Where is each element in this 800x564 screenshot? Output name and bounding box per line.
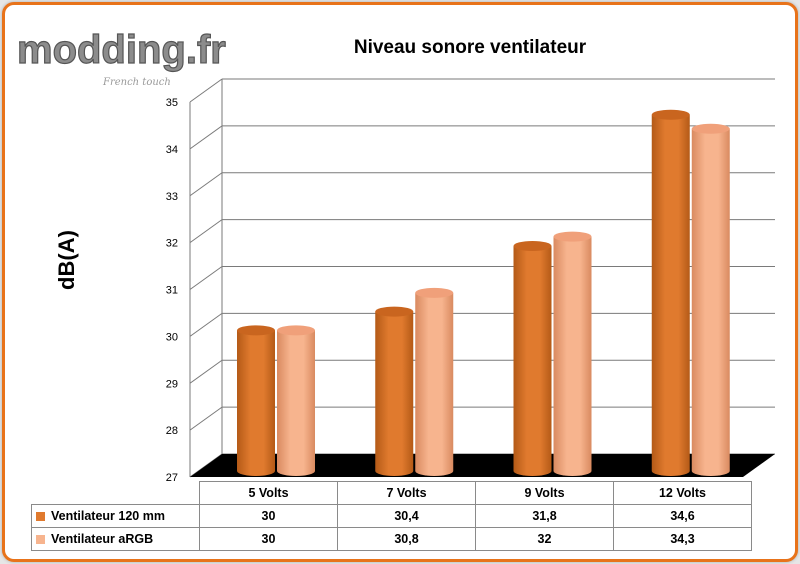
y-tick-label: 35: [166, 97, 178, 109]
legend-entry: Ventilateur 120 mm: [31, 504, 200, 528]
y-tick-label: 27: [166, 472, 178, 484]
category-label: 9 Volts: [475, 481, 614, 505]
grid-line: [189, 219, 223, 244]
grid-line: [189, 78, 223, 103]
bar: [691, 128, 730, 477]
y-tick-label: 33: [166, 191, 178, 203]
chart-plot: 27 28 29 30 31 32 33 34 35: [166, 78, 775, 484]
bar-top: [651, 109, 690, 120]
data-table: 5 Volts 7 Volts 9 Volts 12 Volts Ventila…: [31, 481, 752, 551]
bar: [553, 236, 592, 477]
bar: [651, 114, 690, 477]
data-table-header-row: 5 Volts 7 Volts 9 Volts 12 Volts: [32, 481, 752, 505]
modding-logo: modding.fr French touch: [16, 27, 226, 88]
category-label: 5 Volts: [199, 481, 338, 505]
bar-top: [415, 287, 454, 298]
legend-entry: Ventilateur aRGB: [31, 527, 200, 551]
bar-top: [553, 231, 592, 242]
y-tick-label: 32: [166, 238, 178, 250]
data-cell: 30,8: [337, 527, 476, 551]
legend-swatch-icon: [36, 535, 45, 545]
bar-top: [277, 325, 315, 336]
legend-swatch-icon: [36, 512, 45, 522]
data-cell: 30: [199, 504, 338, 528]
bar: [375, 311, 414, 477]
chart-floor: [190, 454, 775, 477]
data-cell: 34,3: [613, 527, 752, 551]
grid-line: [189, 359, 223, 384]
data-cell: 34,6: [613, 504, 752, 528]
data-cell: 31,8: [475, 504, 614, 528]
data-cell: 32: [475, 527, 614, 551]
bar: [237, 330, 275, 476]
grid-line: [189, 266, 223, 290]
grid-line: [189, 125, 223, 150]
category-label: 7 Volts: [337, 481, 476, 505]
y-tick-label: 30: [166, 331, 178, 343]
data-table-corner: [32, 482, 200, 505]
data-table-row: Ventilateur aRGB 30 30,8 32 34,3: [31, 527, 752, 551]
data-cell: 30: [199, 527, 338, 551]
category-label: 12 Volts: [613, 481, 752, 505]
y-tick-label: 34: [166, 144, 178, 156]
y-tick-label: 29: [166, 378, 178, 390]
chart-title: Niveau sonore ventilateur: [353, 37, 587, 58]
bar: [513, 245, 552, 477]
bar-top: [691, 123, 730, 134]
bar-top: [375, 306, 414, 317]
grid-line: [189, 172, 223, 197]
bar: [277, 330, 315, 476]
grid-line: [189, 312, 223, 337]
data-table-row: Ventilateur 120 mm 30 30,4 31,8 34,6: [31, 504, 752, 528]
svg-text:French touch: French touch: [102, 77, 171, 88]
data-cell: 30,4: [337, 504, 476, 528]
series-name: Ventilateur 120 mm: [51, 509, 165, 523]
bar-top: [513, 240, 552, 251]
y-tick-label: 28: [166, 425, 178, 437]
bar-top: [237, 325, 275, 336]
series-name: Ventilateur aRGB: [51, 532, 154, 546]
y-tick-label: 31: [166, 285, 178, 297]
grid-line: [189, 406, 223, 431]
svg-text:modding.fr: modding.fr: [17, 28, 226, 72]
bar: [415, 292, 454, 477]
